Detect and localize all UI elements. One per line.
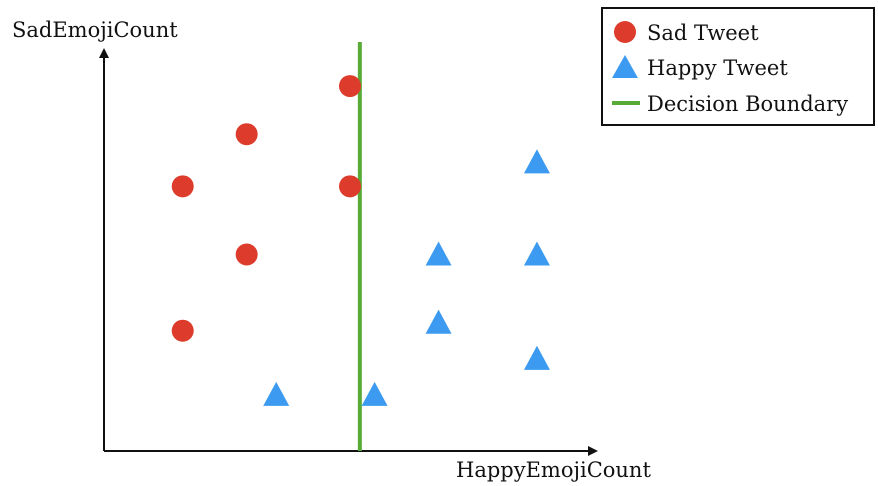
sad-tweet-point-3 — [171, 175, 194, 198]
data-points — [171, 75, 550, 406]
sad-tweet-point-2 — [235, 123, 258, 146]
legend-sad-tweet-marker-icon — [614, 21, 636, 43]
legend-sad-tweet-label: Sad Tweet — [647, 21, 759, 45]
happy-tweet-point-3 — [523, 241, 550, 266]
y-axis-label: SadEmojiCount — [12, 18, 178, 42]
happy-tweet-point-7 — [361, 381, 388, 406]
sad-tweet-point-1 — [339, 75, 361, 98]
happy-tweet-point-5 — [523, 345, 550, 370]
legend-decision-boundary-label: Decision Boundary — [647, 92, 848, 116]
x-axis-label: HappyEmojiCount — [456, 458, 651, 482]
happy-tweet-point-6 — [263, 381, 290, 406]
happy-tweet-point-1 — [523, 149, 550, 174]
legend: Sad Tweet Happy Tweet Decision Boundary — [601, 7, 875, 126]
happy-tweet-point-4 — [425, 309, 452, 334]
legend-box — [601, 7, 875, 126]
legend-happy-tweet-marker-icon — [612, 55, 638, 78]
axes — [99, 48, 598, 456]
happy-tweet-point-2 — [425, 241, 452, 266]
legend-happy-tweet-label: Happy Tweet — [647, 56, 788, 80]
sad-tweet-point-5 — [235, 243, 258, 266]
sad-tweet-point-6 — [171, 319, 194, 342]
sad-tweet-point-4 — [339, 175, 361, 198]
